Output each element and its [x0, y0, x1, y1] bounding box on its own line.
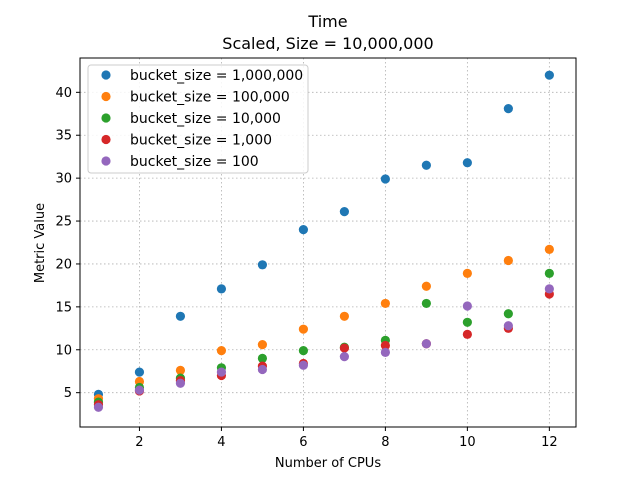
- y-tick-label: 15: [55, 300, 72, 315]
- data-point: [462, 268, 472, 278]
- data-point: [175, 378, 186, 388]
- legend-box: [87, 64, 309, 174]
- data-point: [421, 160, 431, 170]
- legend-marker: [101, 156, 111, 166]
- y-tick-label: 5: [64, 386, 72, 401]
- data-point: [257, 260, 268, 270]
- data-points: [93, 70, 554, 412]
- chart-title: Time: [307, 12, 347, 31]
- data-point: [544, 284, 554, 294]
- legend-entry: bucket_size = 10,000: [130, 111, 281, 127]
- data-point: [462, 329, 472, 339]
- data-point: [339, 343, 349, 353]
- data-point: [503, 255, 513, 266]
- legend-entry: bucket_size = 100: [130, 154, 259, 170]
- y-tick-label: 30: [55, 172, 72, 187]
- data-point: [216, 284, 227, 294]
- legend-marker: [101, 91, 111, 102]
- y-tick-label: 35: [55, 129, 72, 144]
- data-point: [298, 360, 309, 370]
- series-5: [93, 284, 554, 412]
- x-tick-label: 4: [217, 435, 225, 450]
- y-tick-label: 40: [55, 86, 72, 101]
- data-point: [421, 298, 431, 309]
- data-point: [298, 324, 309, 334]
- data-point: [462, 158, 472, 168]
- data-point: [544, 268, 554, 278]
- y-axis-label: Metric Value: [33, 203, 48, 283]
- data-point: [93, 402, 104, 412]
- data-point: [257, 353, 268, 363]
- axis-ticks: 2 4 6 8 10 12 5 10 15 20 25 30 35 40: [55, 86, 557, 450]
- x-tick-label: 10: [459, 435, 476, 450]
- plot-frame: [79, 57, 577, 428]
- legend-marker: [101, 70, 111, 80]
- data-point: [175, 311, 186, 321]
- data-point: [257, 340, 268, 350]
- chart-subtitle: Scaled, Size = 10,000,000: [222, 34, 433, 53]
- series-2: [93, 244, 554, 404]
- data-point: [298, 225, 309, 235]
- series-1: [93, 70, 554, 399]
- grid: [80, 58, 576, 427]
- y-tick-label: 20: [55, 257, 72, 272]
- data-point: [503, 309, 513, 319]
- data-point: [175, 365, 186, 375]
- x-tick-label: 12: [541, 435, 558, 450]
- x-axis-label: Number of CPUs: [275, 456, 381, 471]
- data-point: [462, 301, 472, 311]
- data-point: [421, 281, 431, 291]
- data-point: [544, 70, 554, 80]
- x-tick-label: 6: [299, 435, 307, 450]
- data-point: [380, 298, 390, 309]
- data-point: [380, 347, 390, 357]
- legend: bucket_size = 1,000,000 bucket_size = 100…: [87, 64, 309, 174]
- legend-marker: [101, 134, 111, 145]
- data-point: [462, 317, 472, 327]
- y-tick-label: 10: [55, 343, 72, 358]
- legend-entry: bucket_size = 1,000: [130, 133, 272, 149]
- data-point: [339, 352, 349, 362]
- data-point: [216, 346, 227, 356]
- data-point: [544, 244, 554, 254]
- data-point: [134, 367, 145, 377]
- data-point: [380, 174, 390, 184]
- data-point: [503, 321, 513, 331]
- series-3: [93, 268, 554, 407]
- data-point: [216, 367, 227, 377]
- y-tick-label: 25: [55, 215, 72, 230]
- series-4: [93, 289, 554, 410]
- data-point: [257, 364, 268, 375]
- legend-entry: bucket_size = 1,000,000: [130, 68, 303, 84]
- data-point: [380, 340, 390, 351]
- data-point: [421, 339, 431, 349]
- data-point: [503, 104, 513, 114]
- legend-marker: [101, 113, 111, 123]
- x-tick-label: 2: [135, 435, 143, 450]
- x-tick-label: 8: [381, 435, 389, 450]
- data-point: [134, 385, 145, 395]
- legend-entry: bucket_size = 100,000: [130, 90, 290, 106]
- data-point: [339, 207, 349, 217]
- data-point: [298, 346, 309, 356]
- data-point: [339, 311, 349, 321]
